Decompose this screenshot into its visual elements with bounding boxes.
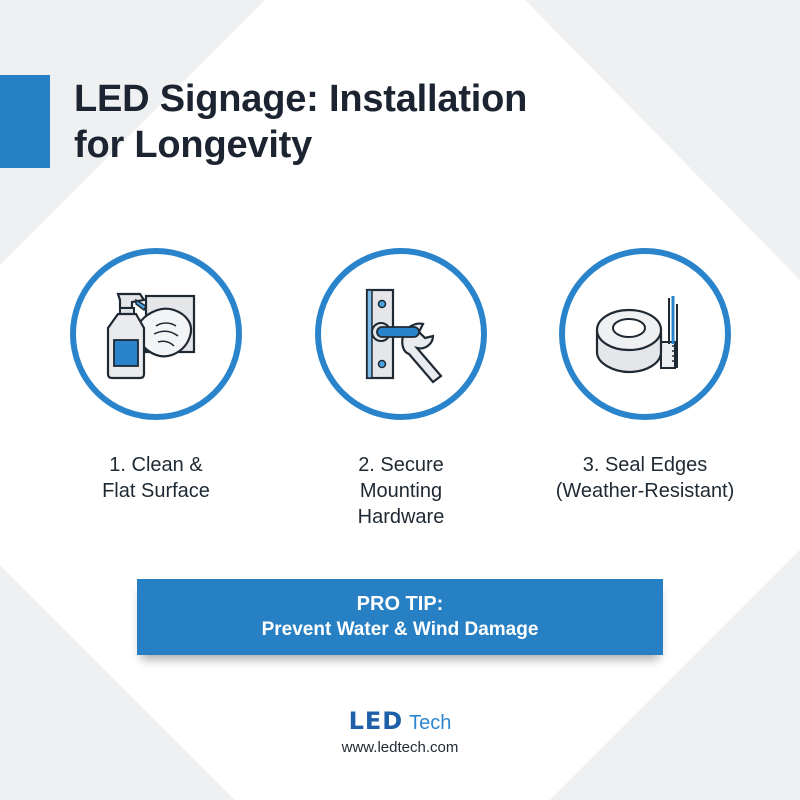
title-line-2: for Longevity [74, 124, 313, 166]
step-label: 3. Seal Edges (Weather-Resistant) [556, 452, 735, 504]
step-label-line: 3. Seal Edges [582, 454, 708, 476]
pro-tip-body: Prevent Water & Wind Damage [261, 619, 539, 640]
step-label-line: Flat Surface [102, 480, 210, 502]
brand-footer: LED Tech www.ledtech.com [0, 707, 800, 756]
page-title: LED Signage: Installation for Longevity [74, 76, 527, 168]
logo-secondary-text: Tech [409, 712, 452, 734]
sealing-tape-roll-icon [595, 296, 678, 374]
accent-block [0, 75, 50, 168]
pro-tip-banner: PRO TIP: Prevent Water & Wind Damage [137, 579, 663, 655]
pro-tip-heading: PRO TIP: [356, 593, 444, 615]
spray-bottle-cloth-icon [106, 292, 196, 380]
step-label-line: 2. Secure [358, 454, 444, 476]
mounting-bracket-wrench-icon [365, 288, 443, 384]
step-seal-edges: 3. Seal Edges (Weather-Resistant) [525, 248, 765, 504]
step-secure-mounting: 2. Secure Mounting Hardware [281, 248, 521, 530]
step-label-line: Mounting [359, 480, 443, 502]
title-line-1: LED Signage: Installation [74, 78, 528, 120]
logo-primary-text: LED [348, 707, 404, 735]
step-icon-circle [315, 248, 487, 420]
step-icon-circle [559, 248, 731, 420]
step-clean-surface: 1. Clean & Flat Surface [36, 248, 276, 504]
brand-logo: LED Tech [349, 707, 452, 735]
step-label: 2. Secure Mounting Hardware [358, 452, 445, 530]
step-label-line: Hardware [357, 506, 445, 528]
step-label-line: 1. Clean & [109, 454, 203, 476]
website-url: www.ledtech.com [341, 739, 459, 756]
step-label-line: (Weather-Resistant) [555, 480, 735, 502]
step-label: 1. Clean & Flat Surface [102, 452, 210, 504]
step-icon-circle [70, 248, 242, 420]
